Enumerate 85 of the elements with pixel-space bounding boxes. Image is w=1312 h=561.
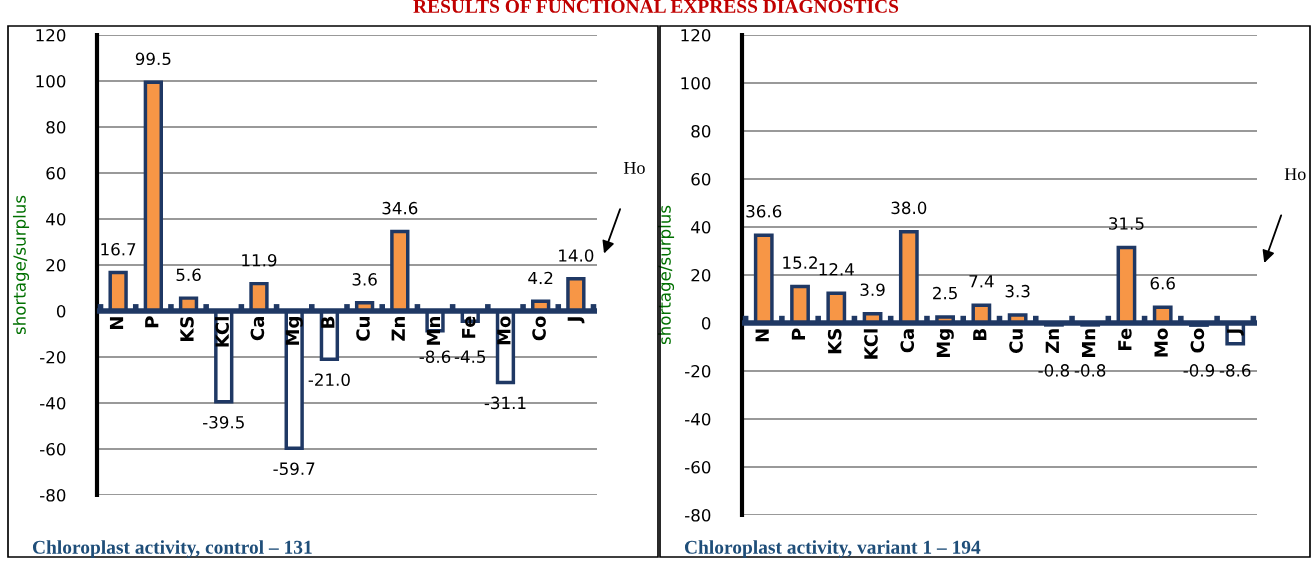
- x-axis-title: Chloroplast activity, control – 131: [32, 540, 312, 558]
- x-tick-label: Mg: [285, 317, 303, 345]
- x-tick-label: P: [145, 316, 159, 328]
- x-tick-label: Mn: [426, 317, 441, 345]
- y-axis-title: shortage/surplus: [12, 195, 30, 335]
- y-tick-label: 0: [701, 316, 711, 330]
- y-tick-label: -20: [40, 350, 66, 364]
- data-label: -0.8: [1038, 364, 1070, 377]
- x-tick-label: Ca: [250, 317, 265, 341]
- data-label: 38.0: [891, 201, 927, 215]
- y-axis-title: shortage/surplus: [657, 205, 675, 345]
- data-label: 11.9: [242, 253, 277, 267]
- x-tick-label: B: [973, 329, 987, 340]
- x-tick-label: J: [1227, 329, 1244, 336]
- data-label: 99.5: [135, 52, 171, 66]
- y-tick-label: -40: [40, 396, 66, 410]
- data-label: 5.6: [176, 268, 201, 282]
- data-label: -0.8: [1074, 364, 1106, 377]
- y-tick-label: 100: [681, 76, 711, 90]
- x-tick-label: J: [567, 317, 585, 324]
- x-tick-label: Co: [1190, 328, 1205, 353]
- data-label: -0.9: [1183, 364, 1215, 377]
- x-tick-label: Fe: [462, 316, 476, 338]
- x-tick-label: Cu: [1009, 329, 1023, 353]
- x-tick-label: KS: [180, 316, 194, 341]
- x-tick-label: N: [755, 329, 769, 342]
- data-label: 4.2: [528, 271, 553, 285]
- y-tick-label: 40: [691, 220, 711, 234]
- text: Ho: [1284, 168, 1306, 181]
- y-tick-label: 0: [56, 304, 66, 318]
- x-tick-label: Mo: [1154, 328, 1168, 357]
- y-tick-label: -80: [685, 508, 711, 522]
- y-tick-label: 60: [691, 172, 711, 186]
- x-tick-label: Mg: [936, 329, 954, 358]
- y-tick-label: -20: [685, 364, 711, 378]
- x-tick-label: Fe: [1118, 328, 1132, 350]
- data-label: 36.6: [746, 204, 782, 218]
- data-label: 7.4: [969, 275, 994, 288]
- x-tick-label: Ca: [900, 329, 915, 353]
- data-label: -31.1: [484, 396, 526, 410]
- y-tick-label: -60: [685, 460, 711, 474]
- x-tick-label: Cu: [356, 317, 370, 341]
- y-tick-label: 120: [681, 28, 711, 42]
- y-tick-label: 60: [46, 166, 66, 180]
- text: RESULTS OF FUNCTIONAL EXPRESS DIAGNOSTICS: [413, 0, 899, 13]
- text: Ho: [623, 161, 645, 174]
- y-tick-label: -80: [40, 488, 66, 502]
- x-tick-label: KCl: [863, 329, 878, 359]
- data-label: -21.0: [308, 373, 350, 386]
- data-label: -59.7: [273, 462, 315, 476]
- x-axis-title: Chloroplast activity, variant 1 – 194: [684, 540, 981, 558]
- y-tick-label: 80: [691, 124, 711, 138]
- data-label: 3.6: [352, 273, 377, 286]
- data-label: 3.9: [860, 283, 885, 297]
- y-tick-label: 80: [46, 120, 66, 134]
- x-tick-label: P: [791, 328, 806, 340]
- x-tick-label: N: [109, 317, 124, 330]
- data-label: 14.0: [559, 249, 594, 262]
- x-tick-label: B: [321, 316, 335, 328]
- y-tick-label: -60: [40, 442, 66, 456]
- y-tick-label: 20: [691, 268, 711, 282]
- data-label: 2.5: [933, 286, 957, 300]
- y-tick-label: 40: [46, 212, 66, 226]
- data-label: 12.4: [819, 263, 854, 276]
- data-label: 6.6: [1150, 276, 1175, 290]
- x-tick-label: Mn: [1081, 329, 1096, 357]
- data-label: 16.7: [101, 242, 136, 256]
- x-tick-label: Co: [532, 316, 546, 341]
- data-label: 3.3: [1005, 284, 1030, 298]
- y-tick-label: 100: [36, 74, 66, 88]
- x-tick-label: Zn: [391, 317, 405, 341]
- data-label: 15.2: [783, 256, 817, 269]
- data-label: 31.5: [1109, 217, 1144, 230]
- data-label: -8.6: [419, 350, 451, 363]
- x-tick-label: KCl: [215, 317, 229, 347]
- x-tick-label: Zn: [1045, 329, 1059, 353]
- data-label: -4.5: [454, 350, 486, 363]
- y-tick-label: 20: [46, 258, 66, 272]
- y-tick-label: -40: [685, 412, 711, 426]
- data-label: -39.5: [203, 415, 244, 429]
- y-tick-label: 120: [36, 28, 66, 42]
- x-tick-label: KS: [827, 329, 842, 354]
- data-label: -8.6: [1219, 364, 1251, 377]
- data-label: 34.6: [382, 201, 418, 215]
- x-tick-label: Mo: [497, 316, 511, 345]
